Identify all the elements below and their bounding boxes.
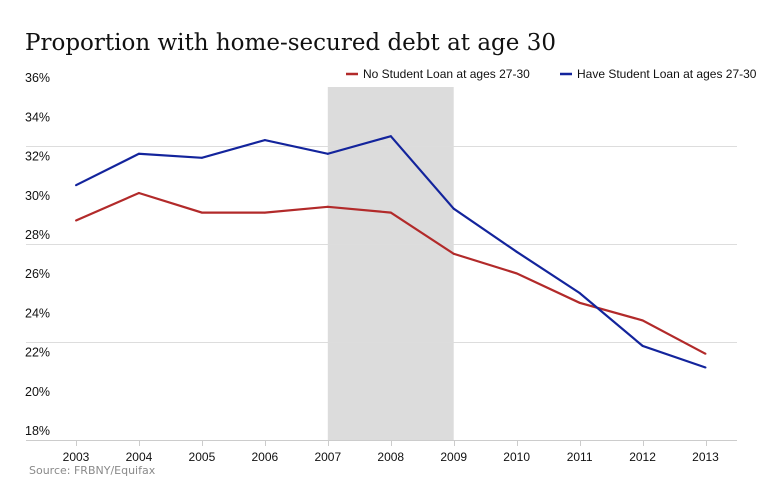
source-note: Source: FRBNY/Equifax bbox=[29, 464, 156, 477]
y-tick-label: 24% bbox=[25, 306, 50, 320]
y-tick-label: 30% bbox=[25, 189, 50, 203]
data-point bbox=[137, 152, 140, 155]
y-tick-label: 18% bbox=[25, 424, 50, 438]
data-point bbox=[452, 207, 455, 210]
chart-title: Proportion with home-secured debt at age… bbox=[25, 30, 556, 56]
y-tick-label: 20% bbox=[25, 385, 50, 399]
legend-label-have-student-loan: Have Student Loan at ages 27-30 bbox=[577, 67, 757, 81]
data-point bbox=[641, 319, 644, 322]
x-tick-label: 2006 bbox=[251, 450, 278, 464]
y-tick-label: 28% bbox=[25, 228, 50, 242]
data-point bbox=[200, 156, 203, 159]
recession-shading bbox=[327, 87, 454, 440]
y-tick-label: 34% bbox=[25, 110, 50, 124]
legend-item-no-student-loan: No Student Loan at ages 27-30 bbox=[346, 67, 530, 81]
x-tick-label: 2003 bbox=[63, 450, 90, 464]
legend-label-no-student-loan: No Student Loan at ages 27-30 bbox=[363, 67, 530, 81]
legend: No Student Loan at ages 27-30 Have Stude… bbox=[346, 67, 757, 81]
x-axis: 2003 2004 2005 2006 2007 2008 2009 2010 2011 2012… bbox=[26, 440, 737, 464]
data-point bbox=[578, 301, 581, 304]
data-point bbox=[263, 211, 266, 214]
data-point bbox=[641, 344, 644, 347]
data-point bbox=[200, 211, 203, 214]
y-tick-label: 26% bbox=[25, 267, 50, 281]
data-point bbox=[75, 184, 77, 187]
data-point bbox=[578, 292, 581, 294]
x-tick-label: 2004 bbox=[126, 450, 153, 464]
x-tick-label: 2010 bbox=[503, 450, 530, 464]
data-point bbox=[389, 211, 392, 214]
data-point bbox=[515, 250, 518, 253]
gridlines bbox=[26, 146, 737, 343]
series-lines bbox=[75, 134, 707, 369]
data-point bbox=[263, 139, 266, 142]
x-tick-label: 2009 bbox=[440, 450, 467, 464]
y-tick-label: 32% bbox=[25, 150, 50, 164]
y-tick-label: 36% bbox=[25, 71, 50, 85]
data-point bbox=[515, 272, 518, 275]
legend-item-have-student-loan: Have Student Loan at ages 27-30 bbox=[560, 67, 757, 81]
data-point bbox=[389, 135, 392, 138]
x-tick-label: 2008 bbox=[377, 450, 404, 464]
recession-shading-layer bbox=[327, 87, 454, 440]
data-point bbox=[137, 192, 140, 195]
y-tick-label: 22% bbox=[25, 346, 50, 360]
x-tick-label: 2007 bbox=[314, 450, 341, 464]
y-axis-labels: 36% 34% 32% 30% 28% 26% 24% 22% 20% 18% bbox=[25, 71, 50, 438]
x-tick-label: 2013 bbox=[692, 450, 719, 464]
x-tick-label: 2012 bbox=[629, 450, 656, 464]
x-tick-label: 2011 bbox=[567, 450, 593, 464]
data-point bbox=[704, 352, 707, 355]
data-point bbox=[75, 219, 77, 222]
data-point bbox=[326, 205, 329, 208]
data-point bbox=[704, 366, 707, 369]
data-point bbox=[452, 252, 455, 255]
data-point bbox=[326, 152, 329, 155]
x-tick-label: 2005 bbox=[189, 450, 216, 464]
